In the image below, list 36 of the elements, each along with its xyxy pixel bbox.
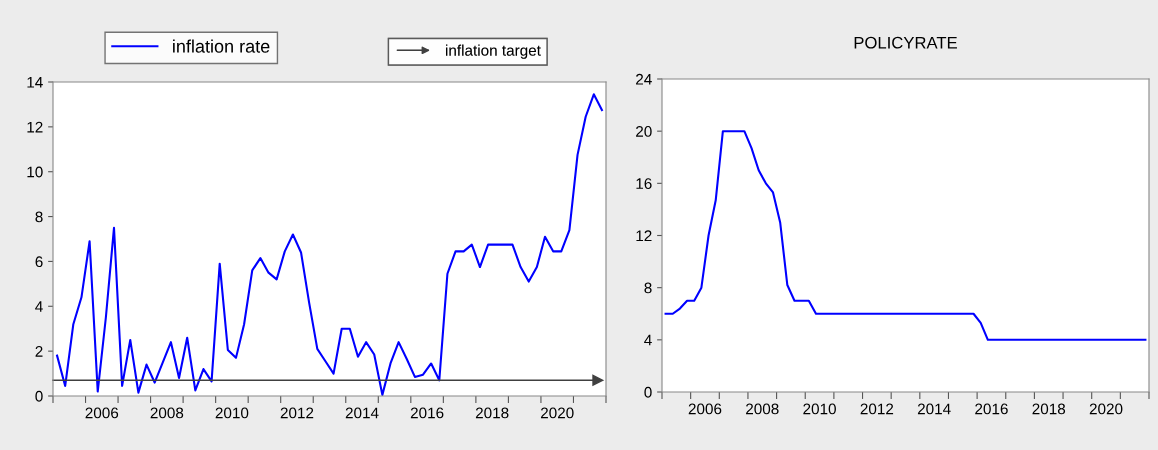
y-tick-label: 8 — [35, 211, 43, 223]
y-tick-label: 4 — [35, 301, 43, 312]
x-tick-label: 2020 — [540, 407, 574, 419]
x-tick-label: 2008 — [746, 403, 779, 415]
x-tick-label: 2020 — [1089, 403, 1123, 415]
x-tick-label: 2006 — [85, 407, 119, 419]
x-tick-label: 2018 — [1032, 403, 1066, 415]
x-tick-label: 2010 — [215, 407, 249, 419]
y-tick-label: 12 — [27, 121, 43, 133]
y-tick-label: 24 — [636, 73, 652, 85]
x-tick-label: 2010 — [803, 403, 836, 415]
y-tick-label: 2 — [35, 346, 43, 357]
y-tick-label: 0 — [644, 386, 652, 398]
y-tick-label: 14 — [27, 77, 43, 88]
y-tick-label: 10 — [27, 166, 43, 178]
x-tick-label: 2012 — [280, 407, 314, 419]
x-tick-label: 2016 — [410, 407, 444, 419]
y-tick-label: 0 — [35, 390, 43, 402]
legend-label: inflation rate — [173, 39, 270, 53]
line-series — [56, 93, 603, 396]
y-tick-label: 16 — [636, 178, 652, 190]
x-tick-label: 2008 — [150, 407, 184, 419]
x-tick-label: 2014 — [345, 407, 379, 419]
legend-label: inflation target — [446, 44, 541, 59]
x-tick-label: 2018 — [475, 407, 509, 419]
line-series — [664, 130, 1147, 341]
y-tick-label: 8 — [644, 282, 652, 294]
x-tick-label: 2006 — [688, 403, 722, 415]
chart-title: POLICYRATE — [854, 36, 957, 49]
x-tick-label: 2014 — [917, 403, 951, 415]
x-tick-label: 2016 — [975, 403, 1008, 415]
y-tick-label: 12 — [636, 230, 652, 242]
y-tick-label: 20 — [636, 126, 652, 137]
y-tick-label: 6 — [35, 256, 43, 268]
x-tick-label: 2012 — [860, 403, 894, 415]
y-tick-label: 4 — [644, 334, 652, 346]
